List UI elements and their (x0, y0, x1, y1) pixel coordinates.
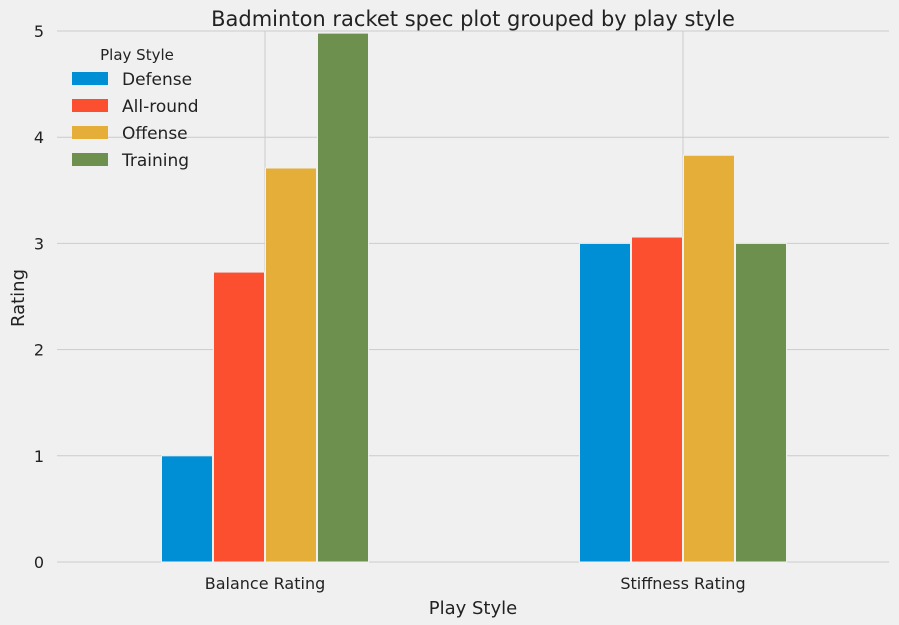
y-tick-label: 4 (34, 128, 44, 147)
bars (161, 32, 787, 563)
x-tick-label: Balance Rating (205, 574, 325, 593)
legend-label: Training (121, 151, 189, 171)
legend-item-all-round: All-round (72, 97, 199, 117)
y-tick-label: 3 (34, 234, 44, 253)
y-tick-label: 0 (34, 553, 44, 572)
bar-offense-balance-rating (265, 167, 317, 563)
legend-swatch (72, 126, 108, 139)
bar-all-round-stiffness-rating (631, 236, 683, 563)
bar-all-round-balance-rating (213, 271, 265, 563)
chart-title: Badminton racket spec plot grouped by pl… (211, 7, 735, 31)
legend-swatch (72, 72, 108, 85)
x-tick-label: Stiffness Rating (620, 574, 745, 593)
y-axis-label: Rating (8, 269, 29, 327)
x-tick-labels: Balance Rating Stiffness Rating (205, 574, 746, 593)
legend: Play Style Defense All-round Offense Traini… (72, 46, 199, 171)
y-tick-label: 5 (34, 22, 44, 41)
bar-training-stiffness-rating (735, 242, 787, 563)
legend-item-defense: Defense (72, 70, 192, 90)
legend-swatch (72, 99, 108, 112)
legend-label: All-round (122, 97, 199, 117)
legend-title: Play Style (100, 46, 174, 64)
bar-offense-stiffness-rating (683, 154, 735, 563)
legend-label: Defense (122, 70, 192, 90)
legend-item-training: Training (72, 151, 189, 171)
x-axis-label: Play Style (429, 598, 517, 619)
y-tick-label: 2 (34, 341, 44, 360)
legend-swatch (72, 153, 108, 166)
bar-defense-stiffness-rating (579, 242, 631, 563)
bar-defense-balance-rating (161, 455, 213, 563)
bar-training-balance-rating (317, 32, 369, 563)
y-tick-labels: 0 1 2 3 4 5 (34, 22, 44, 572)
legend-item-offense: Offense (72, 124, 188, 144)
legend-label: Offense (122, 124, 188, 144)
y-tick-label: 1 (34, 447, 44, 466)
